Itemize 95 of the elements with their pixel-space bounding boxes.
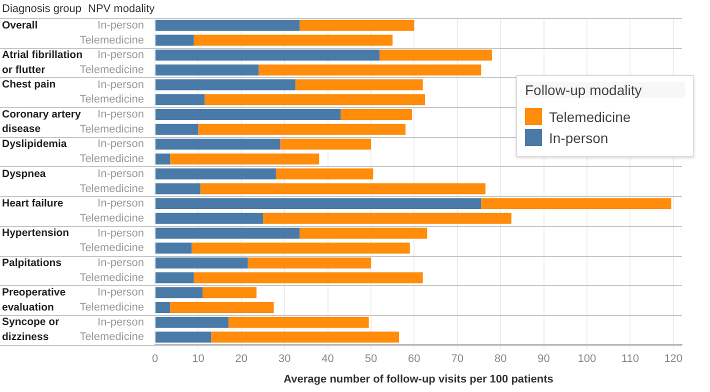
x-tick-label: 60 — [408, 353, 420, 366]
bar — [156, 168, 276, 180]
bar — [156, 257, 248, 268]
text: Overall — [2, 19, 38, 32]
bar — [481, 198, 672, 210]
y-axis-title: NPV modality — [88, 3, 156, 16]
text: Dyslipidemia — [2, 138, 67, 150]
bar — [156, 79, 296, 90]
text: Hypertension — [2, 227, 70, 240]
x-tick-label: 110 — [621, 353, 639, 366]
bar — [280, 138, 371, 150]
y-tick-label: Telemedicine — [80, 64, 144, 76]
y-tick-label: In-person — [98, 138, 144, 150]
bar — [156, 154, 170, 165]
bar — [262, 212, 512, 224]
bar — [156, 64, 259, 76]
x-tick-label: 40 — [322, 353, 334, 366]
x-tick-label: 50 — [364, 353, 378, 366]
bar — [156, 302, 170, 313]
x-tick-label: 10 — [192, 353, 204, 366]
bar — [200, 183, 486, 194]
legend-label: In-person — [549, 130, 608, 146]
x-tick-label: 0 — [152, 353, 158, 366]
y-tick-label: In-person — [98, 286, 144, 299]
bar — [194, 34, 393, 46]
y-tick-label: In-person — [98, 227, 144, 240]
y-tick-label: In-person — [98, 78, 144, 91]
bar — [194, 272, 423, 284]
x-axis-title: Average number of follow-up visits per 100 patients — [284, 373, 554, 386]
bar — [276, 168, 374, 180]
bar — [156, 332, 212, 343]
y-tick-label: Telemedicine — [80, 123, 144, 136]
bar — [156, 109, 341, 120]
x-tick-label: 20 — [235, 353, 248, 366]
y-tick-label: Telemedicine — [80, 153, 144, 166]
bar — [156, 198, 482, 210]
y-tick-label: Telemedicine — [80, 34, 144, 46]
bar — [211, 332, 400, 343]
text: Diagnosis group — [2, 3, 82, 16]
bar — [300, 20, 414, 31]
bar — [156, 242, 192, 254]
y-tick-label: In-person — [98, 256, 144, 269]
text: Dyspnea — [2, 168, 46, 180]
x-tick-label: 90 — [538, 353, 550, 366]
bar — [295, 79, 423, 90]
bar — [156, 124, 198, 135]
text: Palpitations — [2, 256, 62, 269]
y-tick-label: Telemedicine — [80, 212, 144, 224]
bar — [192, 242, 410, 254]
bar — [202, 287, 257, 298]
x-tick-label: 100 — [578, 353, 596, 366]
bar — [204, 94, 425, 106]
bar — [156, 183, 200, 194]
bar — [170, 302, 274, 313]
bar — [156, 50, 380, 61]
bar — [300, 228, 428, 239]
y-tick-label: Telemedicine — [80, 242, 144, 254]
text: Preoperative evaluation — [2, 286, 66, 314]
y-tick-label: In-person — [98, 49, 144, 62]
bar — [156, 20, 300, 31]
bar — [156, 138, 280, 150]
text: Syncope or dizziness — [2, 316, 60, 344]
bar — [156, 228, 300, 239]
y-tick-label: Telemedicine — [80, 331, 144, 344]
legend-title: Follow-up modality — [525, 82, 685, 98]
bar — [156, 34, 194, 46]
text: Coronary artery disease — [2, 108, 81, 136]
bar — [258, 64, 482, 76]
bar — [156, 94, 205, 106]
y-tick-label: In-person — [98, 316, 144, 328]
bar — [156, 212, 263, 224]
text: Heart failure — [2, 197, 64, 210]
y-tick-label: Telemedicine — [80, 182, 144, 195]
x-tick-label: 120 — [664, 353, 683, 366]
bar — [248, 257, 371, 268]
x-tick-label: 80 — [494, 353, 507, 366]
bar — [156, 272, 194, 284]
y-tick-label: In-person — [98, 19, 144, 32]
y-tick-label: In-person — [98, 198, 144, 210]
bar — [156, 316, 228, 328]
text: Chest pain — [2, 78, 56, 91]
legend-label: Telemedicine — [549, 108, 631, 124]
bar — [228, 316, 369, 328]
y-tick-label: Telemedicine — [80, 302, 144, 314]
y-tick-label: In-person — [98, 168, 144, 180]
bar — [198, 124, 406, 135]
y-tick-label: Telemedicine — [80, 94, 144, 106]
x-tick-label: 30 — [278, 353, 291, 366]
bar — [156, 287, 203, 298]
x-tick-label: 70 — [451, 353, 464, 366]
bar — [170, 154, 320, 165]
y-tick-label: In-person — [98, 108, 144, 121]
y-tick-label: Telemedicine — [80, 272, 144, 284]
bar — [340, 109, 412, 120]
bar — [380, 50, 492, 61]
